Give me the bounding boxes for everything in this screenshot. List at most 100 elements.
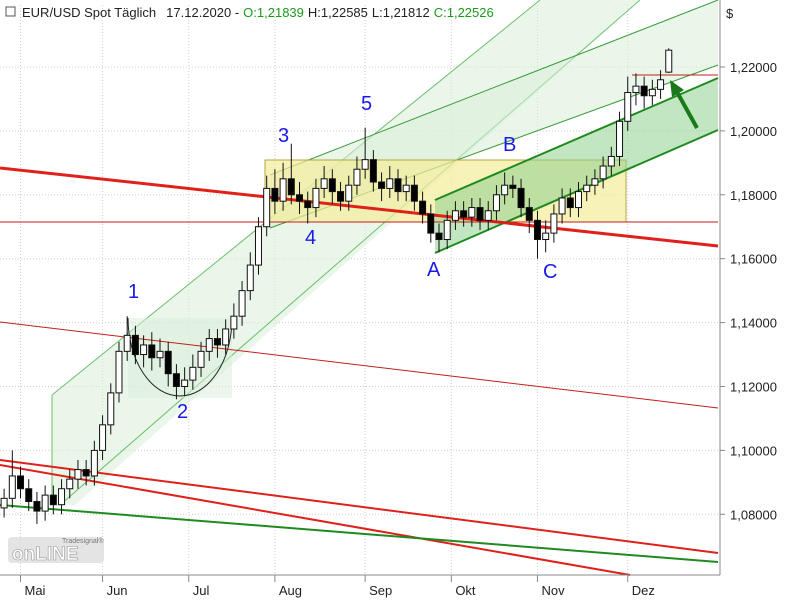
candle-body [99,424,107,451]
candle-body [345,184,353,202]
trend-line [0,459,719,554]
y-tick-label: 1,18000 [730,188,777,203]
y-unit: $ [726,6,734,21]
candle-body [246,264,254,292]
candle-body [369,159,377,183]
channel-line [434,77,719,201]
candle-body [181,379,189,387]
arrow-head [670,80,684,97]
candle-body [148,344,156,359]
candle-body [58,488,66,506]
wave-label: 1 [128,281,139,303]
candle-body [254,226,262,266]
x-tick-label: Okt [455,583,476,598]
candle-body [222,328,230,346]
candle-body [213,338,221,346]
candle-body [82,469,90,477]
candle-body [164,350,172,375]
y-tick-label: 1,10000 [730,443,777,458]
candle-body [657,79,665,90]
ohlc-label: O:1,21839 [243,5,304,20]
candle-body [107,392,115,426]
range-box [128,318,232,398]
candle-body [287,178,295,196]
candle-body [312,187,320,209]
candle-body [197,350,205,368]
candle-body [41,494,49,512]
candle-body [402,184,410,193]
drawing-tools [0,0,719,576]
candle-body [533,219,541,241]
candle-body [140,344,148,356]
trend-line [0,166,719,248]
x-tick-label: Aug [279,583,302,598]
candle-body [451,210,459,221]
candle-body [25,488,33,503]
candle-body [599,165,607,180]
annotations: 1 2 3 4 5 A B C [128,93,557,423]
candle-body [607,155,615,167]
channel-fill [435,78,718,253]
candle-body [492,194,500,212]
candle-body [0,497,8,509]
candle-body [66,478,74,490]
candle-body [624,92,632,122]
candle-body [591,178,599,186]
candle-body [542,232,550,241]
wave-label: 3 [278,125,289,147]
trend-line [0,321,719,409]
date-label: 17.12.2020 - [166,5,239,20]
candle-body [443,219,451,241]
candles [0,48,673,524]
candle-body [337,191,345,202]
candle-body [517,187,525,209]
title: EUR/USD Spot Täglich [22,5,156,20]
candle-body [427,213,435,234]
candle-body [476,207,484,221]
candle-body [501,184,509,196]
candle-body [33,501,41,512]
x-tick-label: Jun [107,583,128,598]
candle-body [665,49,673,73]
candle-body [509,184,517,189]
y-tick-label: 1,20000 [730,124,777,139]
candle-body [90,449,98,477]
x-tick-label: Nov [541,583,565,598]
x-tick-label: Sep [369,583,392,598]
candle-body [17,475,25,490]
candle-body [484,210,492,221]
arrow [675,91,699,129]
candle-body [123,334,131,352]
wave-label: 5 [361,93,372,115]
wave-label: 2 [177,401,188,423]
candle-body [386,178,394,189]
candle-body [172,373,180,387]
axes: 1,08000 1,10000 1,12000 1,14000 1,16000 1,180… [20,60,777,598]
candle-body [583,184,591,193]
candle-body [648,88,656,97]
wave-label: A [427,259,441,281]
candle-body [566,197,574,209]
candle-body [550,213,558,234]
ohlc-label: C:1,22526 [434,5,494,20]
candle-body [361,159,369,170]
candle-body [230,315,238,330]
header-text: EUR/USD Spot Täglich 17.12.2020 - O:1,2183… [22,5,494,20]
candle-body [575,191,583,209]
candle-body [468,207,476,218]
candle-body [353,168,361,186]
trend-line [0,504,719,563]
x-tick-label: Mai [25,583,46,598]
logo-top: Tradesignal® [62,537,104,545]
candle-body [460,210,468,218]
y-tick-label: 1,12000 [730,379,777,394]
ohlc-label: H:1,22585 [308,5,368,20]
candle-body [419,200,427,215]
y-tick-label: 1,16000 [730,252,777,267]
candle-body [238,290,246,317]
candle-body [394,178,402,193]
y-tick-label: 1,22000 [730,60,777,75]
candle-body [189,366,197,381]
y-tick-label: 1,14000 [730,316,777,331]
